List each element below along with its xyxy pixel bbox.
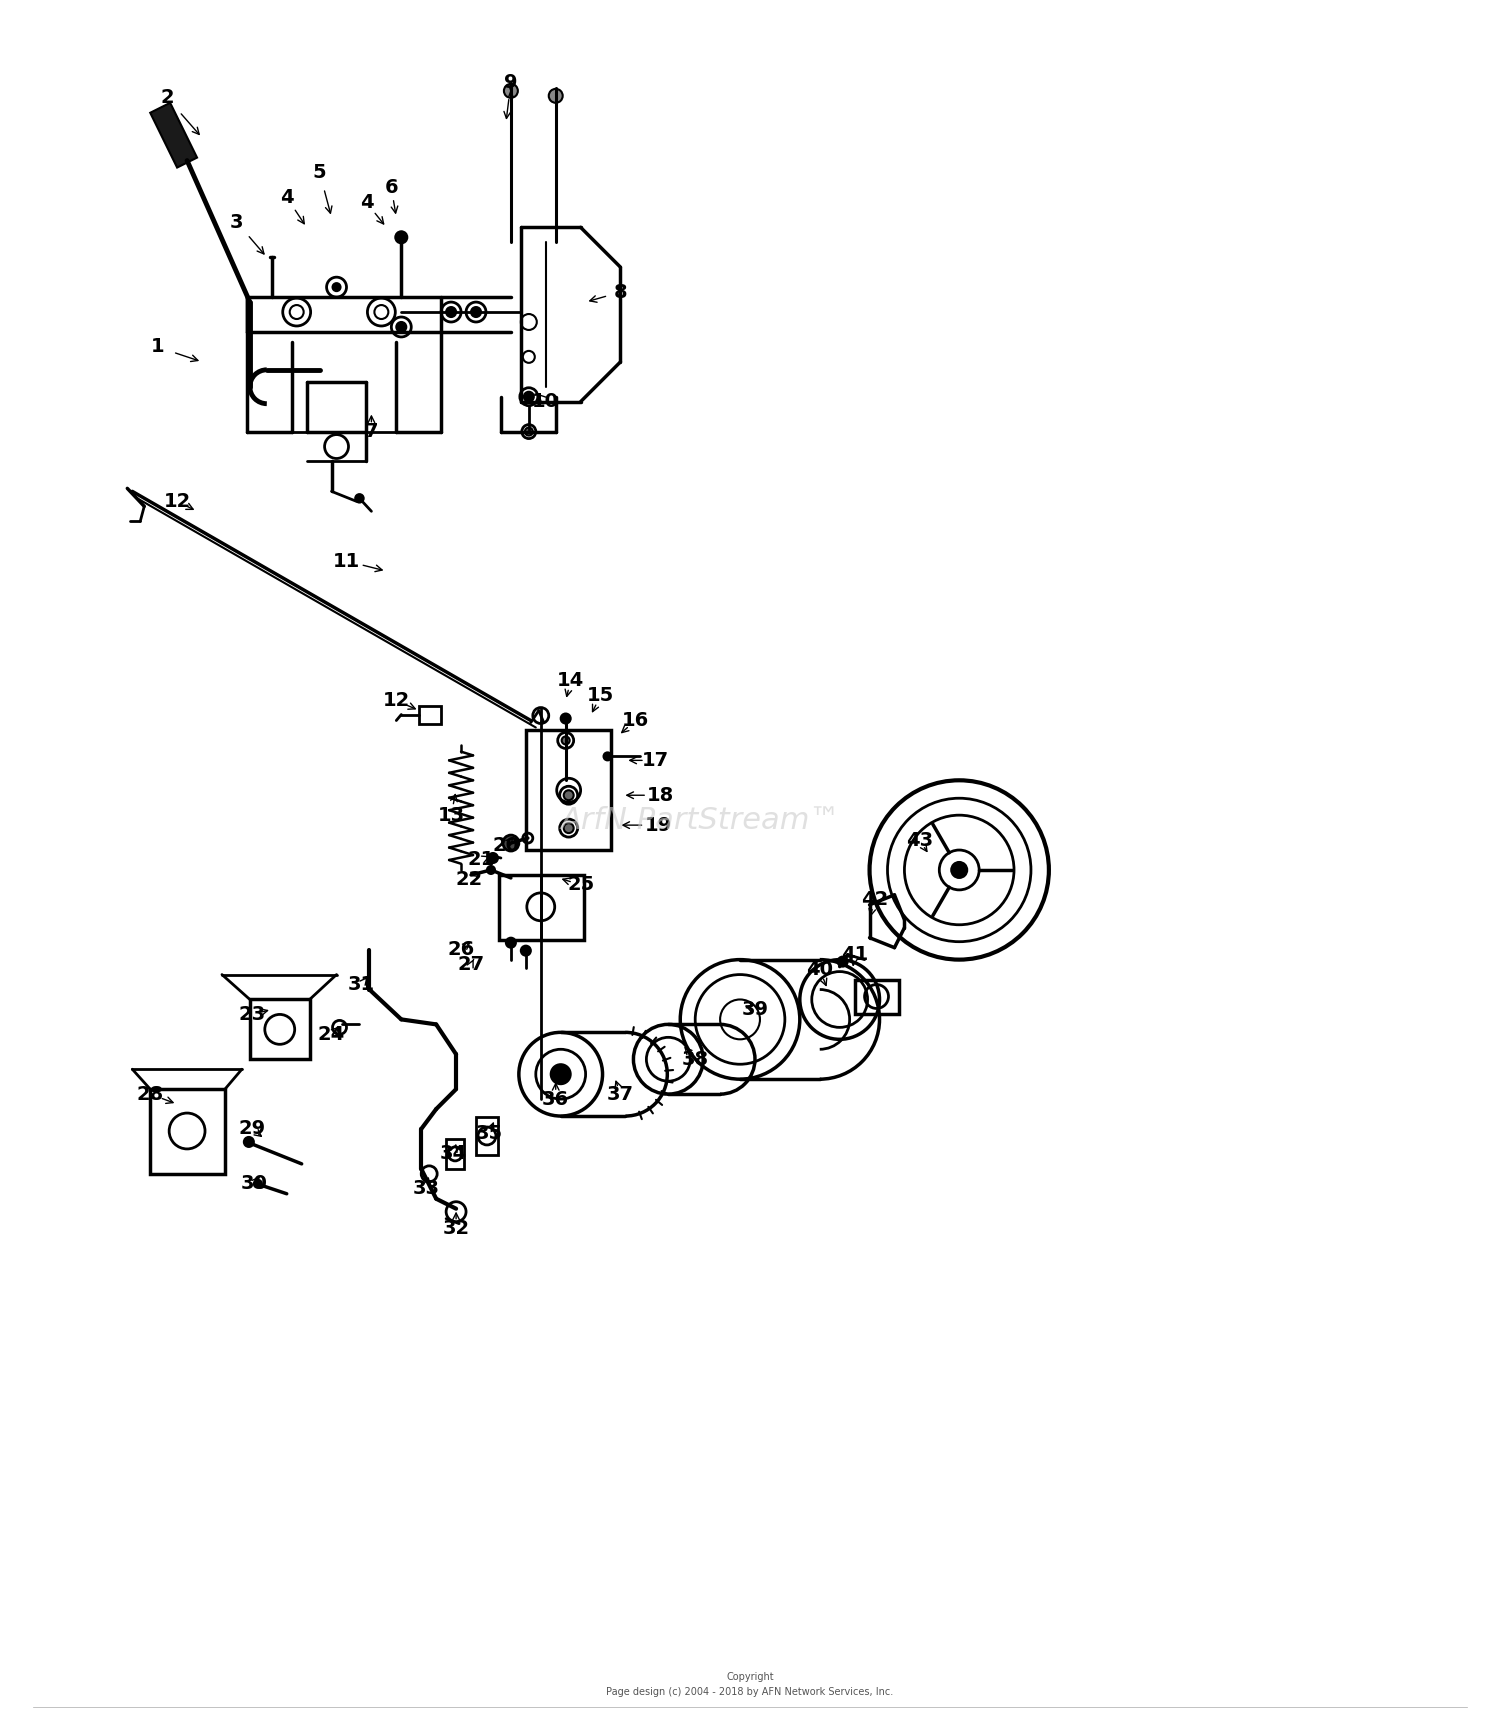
Circle shape	[396, 232, 408, 244]
Text: 35: 35	[476, 1125, 502, 1144]
Circle shape	[564, 790, 573, 801]
Text: Copyright: Copyright	[726, 1672, 774, 1682]
Text: 10: 10	[532, 392, 560, 411]
Bar	[476, 1117, 498, 1154]
Text: 12: 12	[164, 491, 190, 510]
Circle shape	[550, 1063, 570, 1084]
Text: 41: 41	[842, 945, 868, 964]
Text: 25: 25	[567, 876, 594, 895]
Circle shape	[333, 283, 340, 290]
Circle shape	[603, 752, 612, 761]
Circle shape	[525, 428, 532, 436]
Text: 5: 5	[314, 163, 327, 182]
Text: 27: 27	[458, 955, 484, 974]
Bar	[251, 1000, 309, 1060]
Text: 11: 11	[333, 551, 360, 570]
Text: 36: 36	[542, 1089, 570, 1108]
Circle shape	[564, 823, 573, 833]
Circle shape	[488, 866, 495, 874]
Text: 38: 38	[681, 1050, 710, 1069]
Circle shape	[524, 392, 534, 402]
Circle shape	[837, 957, 848, 967]
Text: 32: 32	[442, 1220, 470, 1239]
Bar	[500, 874, 584, 940]
Text: 18: 18	[646, 785, 674, 804]
Circle shape	[488, 854, 498, 862]
Circle shape	[506, 938, 516, 948]
Text: 2: 2	[160, 88, 174, 107]
Text: 33: 33	[413, 1179, 440, 1197]
Text: 17: 17	[642, 751, 669, 770]
Text: 12: 12	[382, 691, 410, 710]
Bar	[150, 1089, 225, 1173]
Text: 26: 26	[447, 940, 474, 959]
Text: 39: 39	[741, 1000, 768, 1019]
Bar	[855, 979, 900, 1014]
Text: 15: 15	[586, 685, 613, 704]
Text: 19: 19	[645, 816, 672, 835]
Text: 13: 13	[438, 806, 465, 825]
Circle shape	[561, 713, 570, 723]
Text: 1: 1	[150, 337, 164, 356]
Text: 7: 7	[364, 423, 378, 442]
Text: 24: 24	[318, 1026, 345, 1045]
Text: 9: 9	[504, 74, 518, 93]
Text: 37: 37	[608, 1084, 634, 1103]
Text: 20: 20	[492, 835, 519, 854]
Text: 43: 43	[906, 830, 933, 850]
Bar	[446, 1139, 464, 1168]
Text: 8: 8	[614, 282, 627, 302]
Text: 23: 23	[238, 1005, 266, 1024]
Circle shape	[254, 1180, 262, 1187]
Text: 16: 16	[622, 711, 650, 730]
Circle shape	[471, 308, 482, 318]
Text: 34: 34	[440, 1144, 466, 1163]
Circle shape	[503, 835, 519, 850]
Circle shape	[561, 737, 570, 744]
Circle shape	[356, 495, 363, 502]
Text: Page design (c) 2004 - 2018 by AFN Network Services, Inc.: Page design (c) 2004 - 2018 by AFN Netwo…	[606, 1687, 894, 1697]
Text: 4: 4	[360, 192, 374, 211]
Text: 31: 31	[348, 976, 375, 995]
Text: 6: 6	[384, 179, 398, 198]
Bar	[419, 706, 441, 723]
Circle shape	[549, 89, 562, 103]
Text: ArfN PartStream™: ArfN PartStream™	[560, 806, 840, 835]
Text: 22: 22	[456, 871, 483, 890]
Circle shape	[504, 84, 518, 98]
Circle shape	[446, 308, 456, 318]
Text: 3: 3	[230, 213, 243, 232]
Polygon shape	[150, 103, 196, 168]
Circle shape	[244, 1137, 254, 1148]
Circle shape	[520, 945, 531, 955]
Text: 29: 29	[238, 1120, 266, 1139]
Text: 14: 14	[556, 672, 585, 691]
Text: 40: 40	[806, 960, 832, 979]
Text: 30: 30	[240, 1175, 267, 1194]
Text: 28: 28	[136, 1084, 164, 1103]
Text: 4: 4	[280, 187, 294, 206]
Circle shape	[396, 321, 406, 332]
Circle shape	[951, 862, 968, 878]
Text: 42: 42	[861, 890, 888, 909]
Text: 21: 21	[468, 850, 495, 869]
